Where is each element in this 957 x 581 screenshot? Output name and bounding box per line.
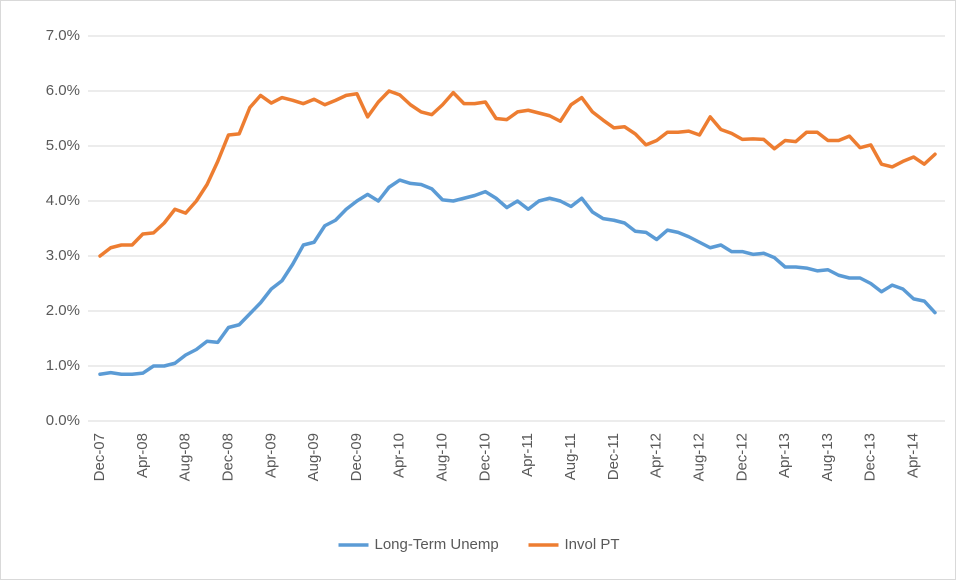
legend-label: Invol PT — [565, 536, 620, 553]
x-tick-label: Aug-12 — [690, 433, 707, 481]
y-tick-label: 0.0% — [46, 412, 80, 429]
y-tick-label: 3.0% — [46, 247, 80, 264]
y-tick-label: 2.0% — [46, 302, 80, 319]
y-tick-label: 7.0% — [46, 27, 80, 44]
y-tick-label: 6.0% — [46, 82, 80, 99]
x-tick-label: Apr-08 — [134, 433, 151, 478]
x-tick-label: Dec-07 — [91, 433, 108, 481]
x-tick-label: Apr-11 — [519, 433, 536, 477]
x-tick-label: Dec-10 — [476, 433, 493, 481]
x-tick-label: Aug-09 — [305, 433, 322, 481]
x-tick-label: Dec-11 — [605, 433, 622, 480]
x-tick-label: Aug-10 — [434, 433, 451, 481]
x-tick-label: Aug-11 — [562, 433, 579, 480]
legend-label: Long-Term Unemp — [375, 536, 499, 553]
legend-item: Invol PT — [528, 536, 620, 553]
y-tick-label: 1.0% — [46, 357, 80, 374]
series-line — [98, 89, 937, 258]
x-tick-label: Aug-08 — [177, 433, 194, 481]
y-tick-label: 5.0% — [46, 137, 80, 154]
x-tick-label: Dec-08 — [219, 433, 236, 481]
x-tick-label: Apr-14 — [905, 433, 922, 478]
legend-item: Long-Term Unemp — [338, 536, 499, 553]
x-tick-label: Dec-09 — [348, 433, 365, 481]
x-tick-label: Apr-13 — [776, 433, 793, 478]
x-tick-label: Dec-12 — [733, 433, 750, 481]
x-tick-label: Apr-10 — [391, 433, 408, 478]
x-tick-label: Apr-09 — [262, 433, 279, 478]
x-tick-label: Aug-13 — [819, 433, 836, 481]
series-line — [98, 178, 937, 376]
x-tick-label: Apr-12 — [648, 433, 665, 478]
y-tick-label: 4.0% — [46, 192, 80, 209]
x-tick-label: Dec-13 — [862, 433, 879, 481]
